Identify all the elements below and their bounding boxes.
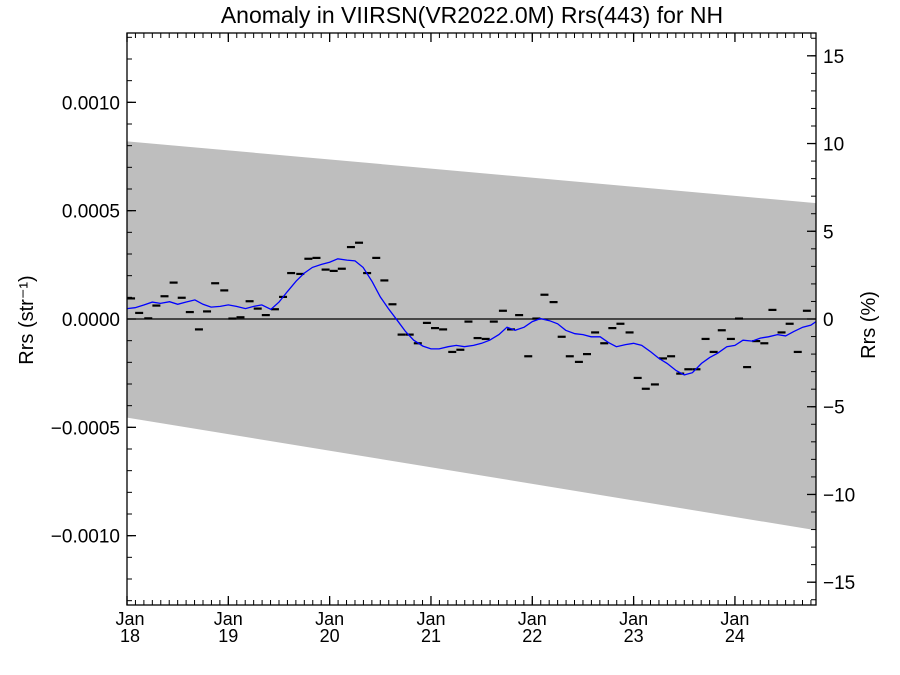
x-tick-year: 19 xyxy=(218,626,238,646)
y2-axis-label: Rrs (%) xyxy=(858,291,880,359)
x-tick-month: Jan xyxy=(214,609,243,629)
x-tick-month: Jan xyxy=(518,609,547,629)
x-tick-month: Jan xyxy=(720,609,749,629)
x-tick-year: 20 xyxy=(320,626,340,646)
y2-tick-label: 0 xyxy=(823,310,834,331)
y-axis-label: Rrs (str⁻¹) xyxy=(16,275,38,364)
y-tick-label: 0.0000 xyxy=(62,310,120,331)
y2-tick-label: −15 xyxy=(823,573,855,594)
y2-tick-label: 5 xyxy=(823,222,834,243)
y2-tick-label: −5 xyxy=(823,398,845,419)
x-tick-month: Jan xyxy=(619,609,648,629)
x-tick-year: 23 xyxy=(624,626,644,646)
y-tick-label: 0.0010 xyxy=(62,93,120,114)
chart-title: Anomaly in VIIRSN(VR2022.0M) Rrs(443) fo… xyxy=(221,2,723,28)
running-mean-line xyxy=(126,258,817,376)
x-tick-year: 18 xyxy=(120,626,140,646)
y-tick-label: −0.0005 xyxy=(51,418,120,439)
x-tick-month: Jan xyxy=(115,609,144,629)
x-tick-year: 21 xyxy=(421,626,441,646)
uncertainty-band xyxy=(127,141,816,531)
x-tick-year: 24 xyxy=(725,626,745,646)
y-tick-label: −0.0010 xyxy=(51,527,120,548)
x-tick-month: Jan xyxy=(416,609,445,629)
x-tick-year: 22 xyxy=(522,626,542,646)
plot-area: 0.0010 0.0005 0.0000 −0.0005 −0.0010 15 10 5 0 −5… xyxy=(51,32,855,646)
y2-tick-label: 10 xyxy=(823,135,844,156)
y-tick-label: 0.0005 xyxy=(62,202,120,223)
y2-tick-label: 15 xyxy=(823,47,844,68)
x-tick-month: Jan xyxy=(315,609,344,629)
y2-tick-label: −10 xyxy=(823,485,855,506)
